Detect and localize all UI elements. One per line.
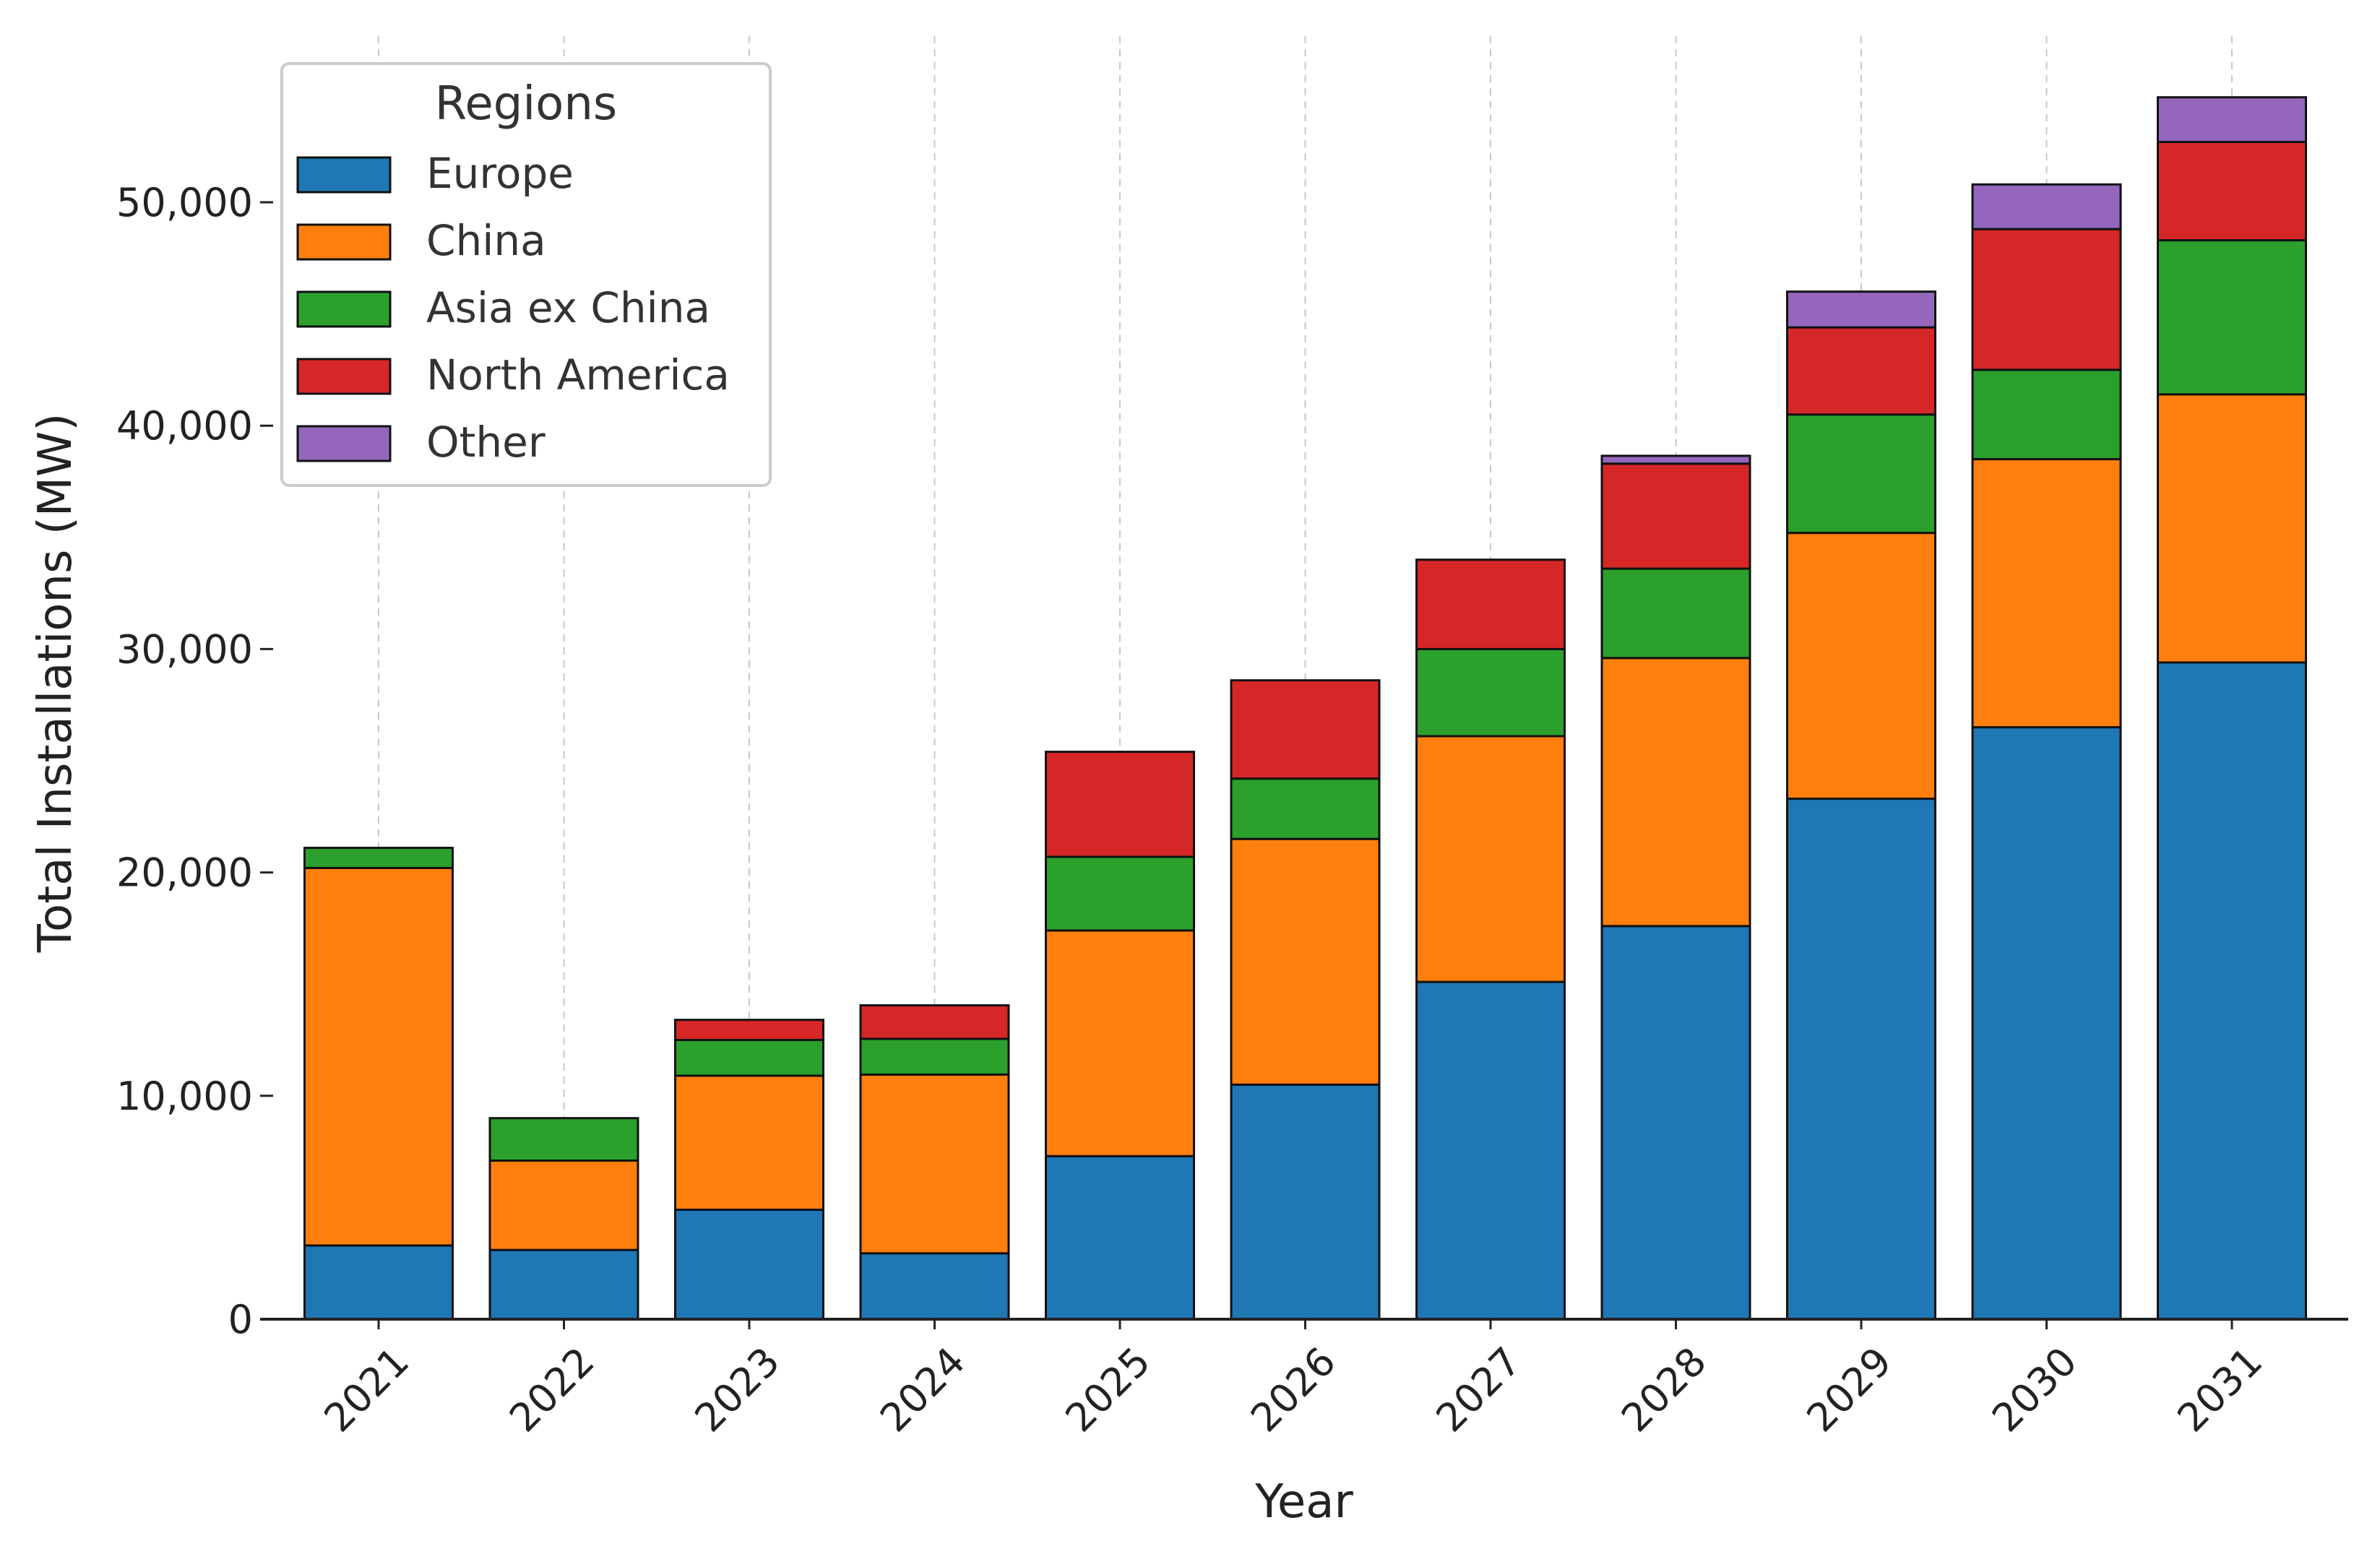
legend-label: Other bbox=[426, 418, 546, 467]
bar-segment bbox=[1045, 855, 1195, 932]
bar-segment bbox=[1971, 183, 2122, 230]
x-tick-label: 2027 bbox=[1427, 1339, 1530, 1441]
bar-segment bbox=[1415, 735, 1566, 983]
x-ticks: 2021 2022 2023 2024 2025 2026 2027 2028 2029 2030… bbox=[315, 1319, 2271, 1441]
y-tick-label: 40,000 bbox=[116, 403, 253, 449]
bar-segment bbox=[1230, 777, 1381, 840]
bar-segment bbox=[1415, 558, 1566, 650]
bar-segment bbox=[2157, 393, 2307, 664]
legend-label: Asia ex China bbox=[426, 283, 710, 332]
bar-segment bbox=[488, 1117, 639, 1162]
bar-segment bbox=[674, 1208, 824, 1321]
bar-segment bbox=[674, 1039, 824, 1077]
bar-segment bbox=[1600, 462, 1751, 570]
bar-segment bbox=[1600, 454, 1751, 465]
bar-segment bbox=[488, 1248, 639, 1321]
bar-segment bbox=[1971, 458, 2122, 729]
bar-segment bbox=[1971, 726, 2122, 1321]
x-tick-label: 2031 bbox=[2168, 1339, 2271, 1441]
legend-swatch bbox=[296, 223, 392, 261]
legend-label: North America bbox=[426, 350, 730, 400]
bar-segment bbox=[1786, 413, 1936, 535]
bar-segment bbox=[303, 847, 454, 869]
x-tick-label: 2025 bbox=[1056, 1339, 1159, 1441]
x-tick-label: 2024 bbox=[871, 1339, 974, 1441]
legend-swatch bbox=[296, 290, 392, 328]
y-tick-label: 10,000 bbox=[116, 1074, 253, 1119]
legend-swatch bbox=[296, 156, 392, 194]
bar-segment bbox=[1415, 647, 1566, 738]
bar-segment bbox=[488, 1159, 639, 1251]
bar-segment bbox=[1600, 925, 1751, 1321]
legend-label: China bbox=[426, 216, 546, 265]
x-tick-label: 2022 bbox=[501, 1339, 603, 1441]
legend-swatch bbox=[296, 425, 392, 462]
bar-segment bbox=[1415, 980, 1566, 1321]
bars bbox=[303, 96, 2307, 1321]
bar-segment bbox=[1600, 657, 1751, 928]
bar-segment bbox=[2157, 141, 2307, 242]
y-ticks: 0 10,000 20,000 30,000 40,000 50,000 bbox=[116, 180, 273, 1342]
bar-segment bbox=[674, 1019, 824, 1041]
bar-segment bbox=[859, 1004, 1010, 1040]
legend-label: Europe bbox=[426, 149, 574, 198]
bar-segment bbox=[1045, 751, 1195, 858]
legend-box bbox=[280, 62, 772, 487]
x-tick-label: 2021 bbox=[315, 1339, 418, 1441]
bar-segment bbox=[1786, 290, 1936, 329]
bar-segment bbox=[1971, 368, 2122, 461]
bar-segment bbox=[2157, 661, 2307, 1321]
bar-segment bbox=[1786, 326, 1936, 416]
bar-segment bbox=[1230, 679, 1381, 780]
y-axis-title: Total Installations (MW) bbox=[29, 413, 82, 953]
bar-segment bbox=[1230, 1083, 1381, 1321]
bar-segment bbox=[2157, 96, 2307, 144]
x-tick-label: 2023 bbox=[686, 1339, 788, 1441]
bar-segment bbox=[859, 1037, 1010, 1076]
y-tick-label: 50,000 bbox=[116, 180, 253, 225]
x-tick-label: 2028 bbox=[1613, 1339, 1715, 1441]
bar-segment bbox=[859, 1073, 1010, 1255]
x-tick-label: 2030 bbox=[1983, 1339, 2086, 1441]
y-tick-label: 30,000 bbox=[116, 626, 253, 672]
bar-segment bbox=[1230, 837, 1381, 1086]
bar-segment bbox=[303, 866, 454, 1247]
x-tick-label: 2029 bbox=[1798, 1339, 1900, 1441]
y-tick-label: 0 bbox=[228, 1297, 253, 1342]
bar-segment bbox=[1786, 532, 1936, 800]
bar-segment bbox=[859, 1252, 1010, 1321]
bar-segment bbox=[674, 1074, 824, 1211]
bar-segment bbox=[1786, 798, 1936, 1321]
bar-segment bbox=[1045, 1154, 1195, 1321]
legend: Regions Europe China Asia ex China North Am… bbox=[280, 62, 772, 487]
legend-title: Regions bbox=[435, 77, 617, 131]
bar-segment bbox=[1600, 567, 1751, 660]
bar-segment bbox=[2157, 239, 2307, 396]
bar-segment bbox=[1045, 929, 1195, 1157]
x-tick-label: 2026 bbox=[1242, 1339, 1345, 1441]
bar-segment bbox=[1971, 228, 2122, 371]
legend-swatch bbox=[296, 358, 392, 395]
bar-segment bbox=[303, 1244, 454, 1321]
y-tick-label: 20,000 bbox=[116, 850, 253, 896]
x-axis-title: Year bbox=[1254, 1475, 1353, 1529]
